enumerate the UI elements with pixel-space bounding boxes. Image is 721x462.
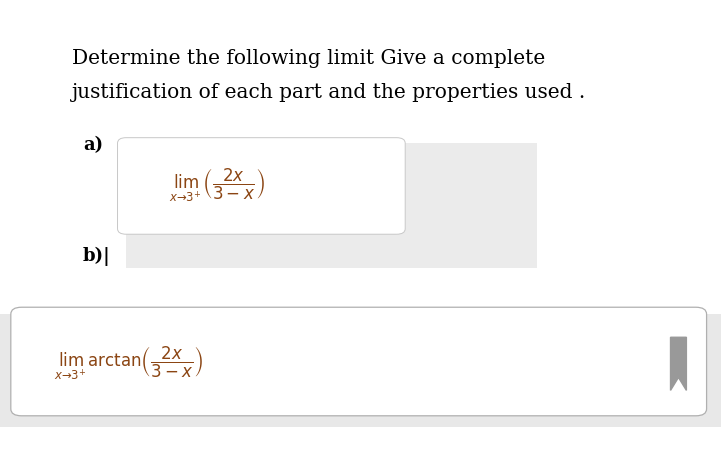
Polygon shape bbox=[671, 337, 686, 390]
FancyBboxPatch shape bbox=[11, 307, 707, 416]
Text: b)|: b)| bbox=[83, 247, 110, 267]
Text: a): a) bbox=[83, 136, 103, 154]
Text: justification of each part and the properties used .: justification of each part and the prope… bbox=[72, 83, 586, 102]
Text: $\lim_{x \to 3^{+}} \left( \dfrac{2x}{3-x} \right)$: $\lim_{x \to 3^{+}} \left( \dfrac{2x}{3-… bbox=[169, 166, 265, 204]
Bar bbox=[126, 143, 537, 268]
FancyBboxPatch shape bbox=[118, 138, 405, 234]
Text: Determine the following limit Give a complete: Determine the following limit Give a com… bbox=[72, 49, 545, 67]
Text: $\lim_{x \to 3^{+}} \mathrm{arctan}\left( \dfrac{2x}{3-x} \right)$: $\lim_{x \to 3^{+}} \mathrm{arctan}\left… bbox=[54, 344, 203, 382]
Bar bbox=[0, 314, 721, 427]
